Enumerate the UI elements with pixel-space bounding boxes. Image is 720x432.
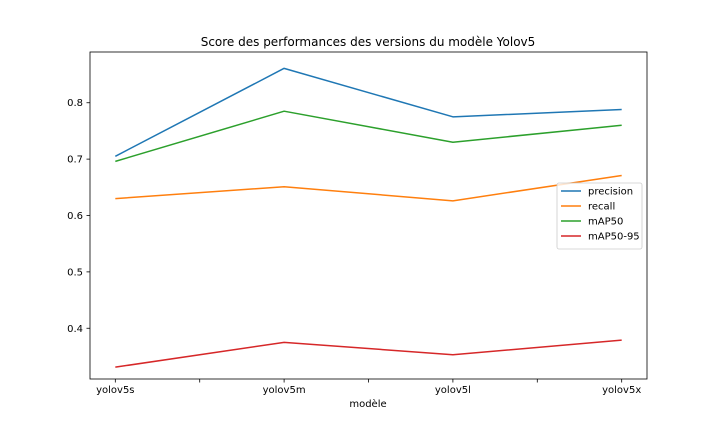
legend-label: precision [588, 187, 633, 198]
chart-title: Score des performances des versions du m… [201, 35, 536, 49]
y-tick-label: 0.8 [67, 98, 83, 109]
series-line-mAP50-95 [115, 339, 622, 368]
x-tick-label: yolov5l [435, 385, 471, 396]
y-tick-label: 0.4 [67, 324, 83, 335]
series-line-recall [115, 174, 622, 202]
legend-label: mAP50 [588, 217, 623, 228]
legend-label: recall [588, 202, 615, 213]
x-tick-label: yolov5x [602, 385, 641, 396]
y-tick-label: 0.7 [67, 155, 83, 166]
x-axis-label: modèle [349, 398, 386, 410]
series-line-mAP50 [115, 110, 622, 163]
legend-label: mAP50-95 [588, 232, 640, 243]
y-tick-label: 0.5 [67, 267, 83, 278]
legend: precision recall mAP50 mAP50-95 [556, 182, 643, 250]
legend-box [556, 182, 643, 250]
x-tick-label: yolov5m [263, 385, 306, 396]
plot-area: 0.4 0.5 0.6 0.7 0.8 yolov5s yolov5m yolov5l yolo… [67, 51, 648, 396]
series-line-precision [114, 67, 622, 157]
x-tick-label: yolov5s [96, 385, 134, 396]
y-tick-label: 0.6 [67, 211, 83, 222]
